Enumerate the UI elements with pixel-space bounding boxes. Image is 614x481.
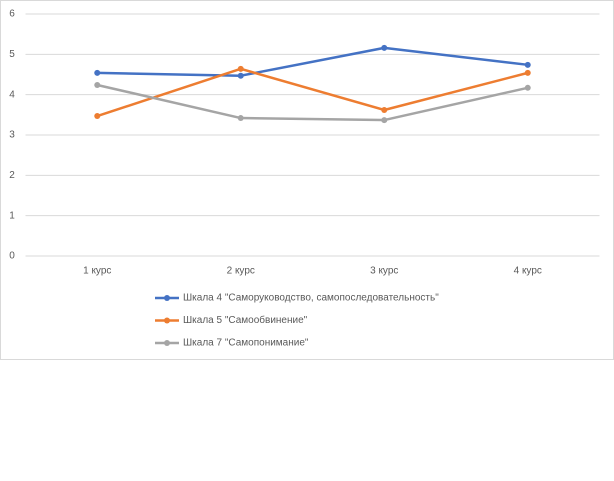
- y-tick-label: 0: [9, 251, 15, 262]
- x-tick-label: 3 курс: [370, 266, 398, 277]
- series-line: [96, 83, 529, 122]
- data-point: [381, 106, 388, 113]
- series-line: [96, 67, 529, 118]
- data-point: [381, 44, 388, 51]
- y-tick-label: 3: [9, 130, 15, 141]
- data-point: [94, 69, 101, 76]
- y-tick-label: 2: [9, 170, 15, 181]
- legend-label: Шкала 5 "Самообвинение": [183, 314, 308, 326]
- data-point: [524, 61, 531, 68]
- series-line: [97, 46, 528, 77]
- data-point: [237, 65, 244, 72]
- y-tick-label: 5: [9, 49, 15, 60]
- data-point: [237, 72, 244, 79]
- legend-marker: [164, 295, 170, 301]
- legend-marker: [164, 340, 170, 346]
- legend-label: Шкала 4 "Саморуководство, самопоследоват…: [183, 293, 439, 304]
- data-point: [94, 81, 101, 88]
- legend-marker: [164, 317, 170, 324]
- legend-label: Шкала 7 "Самопонимание": [183, 338, 309, 349]
- y-tick-label: 6: [9, 9, 15, 20]
- data-point: [524, 69, 531, 76]
- data-point: [237, 115, 244, 122]
- data-point: [94, 113, 101, 120]
- data-point: [381, 117, 388, 124]
- x-tick-label: 4 курс: [514, 266, 542, 277]
- y-tick-label: 4: [9, 89, 15, 100]
- x-tick-label: 2 курс: [227, 266, 255, 277]
- data-point: [524, 84, 531, 91]
- x-tick-label: 1 курс: [83, 266, 111, 277]
- chart-frame: [0, 0, 614, 360]
- y-tick-label: 1: [9, 210, 15, 221]
